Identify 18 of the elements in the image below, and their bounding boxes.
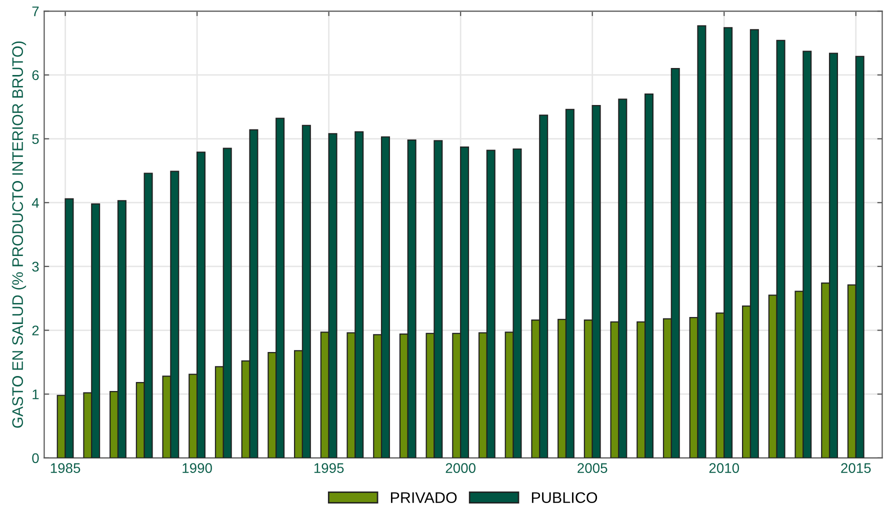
legend-label: PUBLICO <box>532 492 598 504</box>
y-tick-label: 1 <box>32 390 39 400</box>
x-tick-label: 2005 <box>578 463 608 473</box>
y-tick-label: 2 <box>32 326 39 336</box>
x-tick-label: 1995 <box>314 463 344 473</box>
x-tick-label: 2015 <box>841 463 871 473</box>
y-tick-label: 4 <box>32 198 39 208</box>
x-tick-label: 1990 <box>182 463 212 473</box>
x-tick-label: 2010 <box>709 463 740 473</box>
x-tick-label: 1985 <box>50 463 80 473</box>
y-tick-label: 6 <box>32 70 39 80</box>
y-tick-label: 5 <box>32 134 39 144</box>
y-tick-label: 7 <box>32 6 39 16</box>
x-tick-label: 2000 <box>446 463 476 473</box>
y-axis-title: GASTO EN SALUD (% PRODUCTO INTERIOR BRUTO) <box>12 42 26 428</box>
y-tick-label: 3 <box>32 262 39 272</box>
y-tick-label: 0 <box>32 453 39 464</box>
legend-label: PRIVADO <box>391 492 457 504</box>
